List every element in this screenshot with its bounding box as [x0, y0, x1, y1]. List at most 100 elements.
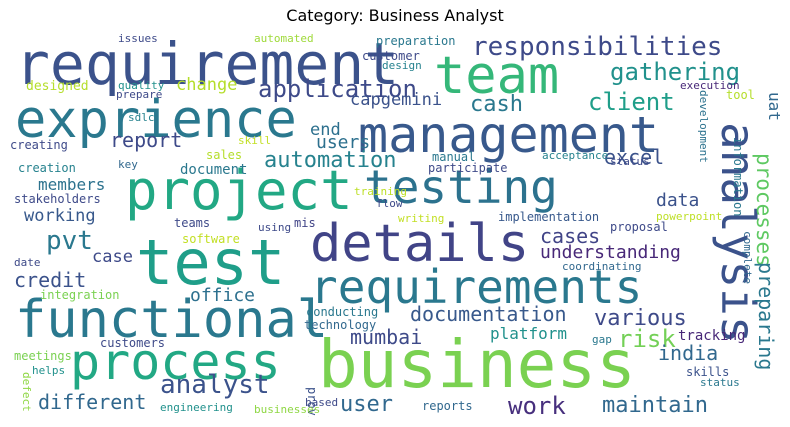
word-flow: flow	[376, 197, 403, 210]
word-using: using	[258, 221, 292, 234]
word-users: users	[316, 132, 371, 153]
word-stakeholders: stakeholders	[14, 192, 101, 206]
word-document: document	[180, 162, 248, 178]
word-credit: credit	[14, 268, 87, 292]
word-cases: cases	[540, 224, 601, 248]
word-capgemini: capgemini	[350, 90, 443, 110]
word-test: test	[136, 226, 286, 299]
word-india: india	[658, 341, 719, 365]
word-report: report	[110, 128, 183, 152]
word-documentation: documentation	[410, 302, 567, 326]
word-change: change	[176, 75, 238, 95]
word-automated: automated	[254, 32, 314, 45]
word-based: based	[305, 396, 339, 409]
word-issues: issues	[118, 32, 158, 45]
word-platform: platform	[490, 324, 568, 343]
word-creation: creation	[18, 161, 76, 175]
word-testing: testing	[364, 160, 558, 214]
word-implementation: implementation	[498, 210, 600, 224]
word-office: office	[190, 285, 256, 306]
word-integration: integration	[40, 288, 120, 302]
word-different: different	[38, 390, 147, 414]
word-responsibilities: responsibilities	[472, 32, 723, 62]
word-proposal: proposal	[610, 220, 668, 234]
word-participate: participate	[428, 161, 508, 175]
chart-title: Category: Business Analyst	[286, 6, 504, 25]
word-quality: quality	[118, 79, 165, 92]
word-tracking: tracking	[678, 328, 746, 344]
word-uat: uat	[765, 92, 780, 121]
word-preparing: preparing	[754, 262, 778, 371]
word-maintain: maintain	[602, 393, 708, 417]
word-management: management	[358, 106, 660, 164]
word-process: process	[70, 333, 281, 391]
word-powerpoint: powerpoint	[656, 210, 723, 223]
word-application: application	[258, 75, 417, 103]
word-risk: risk	[618, 325, 676, 353]
word-skill: skill	[238, 134, 272, 147]
word-work: work	[508, 392, 566, 417]
word-preparation: preparation	[376, 34, 456, 48]
word-case: case	[92, 247, 133, 267]
word-cloud: requirement team exprience management respon…	[10, 32, 780, 417]
word-sdlc: sdlc	[128, 111, 155, 124]
word-exprience: exprience	[15, 90, 297, 150]
word-defect: defect	[20, 372, 33, 412]
word-working: working	[24, 206, 96, 226]
word-date: date	[14, 256, 41, 269]
word-members: members	[38, 175, 106, 194]
word-development: development	[697, 90, 710, 163]
word-mumbai: mumbai	[350, 325, 423, 349]
word-requirements: requirements	[310, 260, 643, 314]
word-manual: manual	[432, 150, 476, 164]
word-gap: gap	[592, 333, 612, 346]
word-team: team	[434, 46, 560, 106]
word-key: key	[118, 158, 138, 171]
word-business: business	[318, 326, 636, 403]
word-mis: mis	[294, 216, 316, 230]
word-coordinating: coordinating	[562, 260, 642, 273]
word-acceptance: acceptance	[542, 149, 609, 162]
word-automation: automation	[264, 148, 397, 173]
word-data: data	[656, 190, 700, 211]
word-creating: creating	[10, 138, 68, 152]
word-meetings: meetings	[14, 349, 72, 363]
word-teams: teams	[174, 216, 211, 230]
word-complete: complete	[741, 231, 754, 284]
word-sales: sales	[206, 148, 243, 162]
word-customers: customers	[100, 336, 166, 350]
word-software: software	[182, 232, 240, 246]
word-status: status	[700, 376, 740, 389]
word-technology: technology	[304, 318, 377, 332]
word-customer: customer	[362, 49, 420, 63]
word-gathering: gathering	[610, 58, 741, 86]
word-cash: cash	[470, 92, 523, 117]
word-designed: designed	[26, 79, 89, 94]
word-status: status	[610, 155, 650, 168]
word-user: user	[340, 392, 393, 417]
word-excel: excel	[604, 145, 665, 169]
word-reports: reports	[422, 399, 473, 413]
word-understanding: understanding	[540, 242, 681, 263]
word-tool: tool	[726, 88, 755, 102]
word-details: details	[310, 214, 530, 274]
word-prepare: prepare	[116, 88, 163, 101]
word-client: client	[588, 88, 675, 116]
word-requirement: requirement	[15, 32, 400, 98]
word-design: design	[382, 59, 422, 72]
word-engineering: engineering	[160, 401, 233, 414]
word-skills: skills	[686, 365, 730, 379]
word-end: end	[310, 120, 341, 140]
word-pvt: pvt	[46, 226, 93, 256]
word-businesses: businesses	[254, 403, 321, 416]
word-writing: writing	[398, 212, 445, 225]
word-functional: functional	[15, 290, 329, 350]
word-information: information	[731, 137, 745, 217]
word-analyst: analyst	[160, 370, 270, 400]
word-helps: helps	[32, 364, 66, 377]
word-project: project	[125, 159, 353, 222]
word-various: various	[594, 306, 687, 331]
word-training: training	[354, 185, 407, 198]
word-conducting: conducting	[306, 305, 379, 319]
word-processes: processes	[752, 153, 776, 267]
